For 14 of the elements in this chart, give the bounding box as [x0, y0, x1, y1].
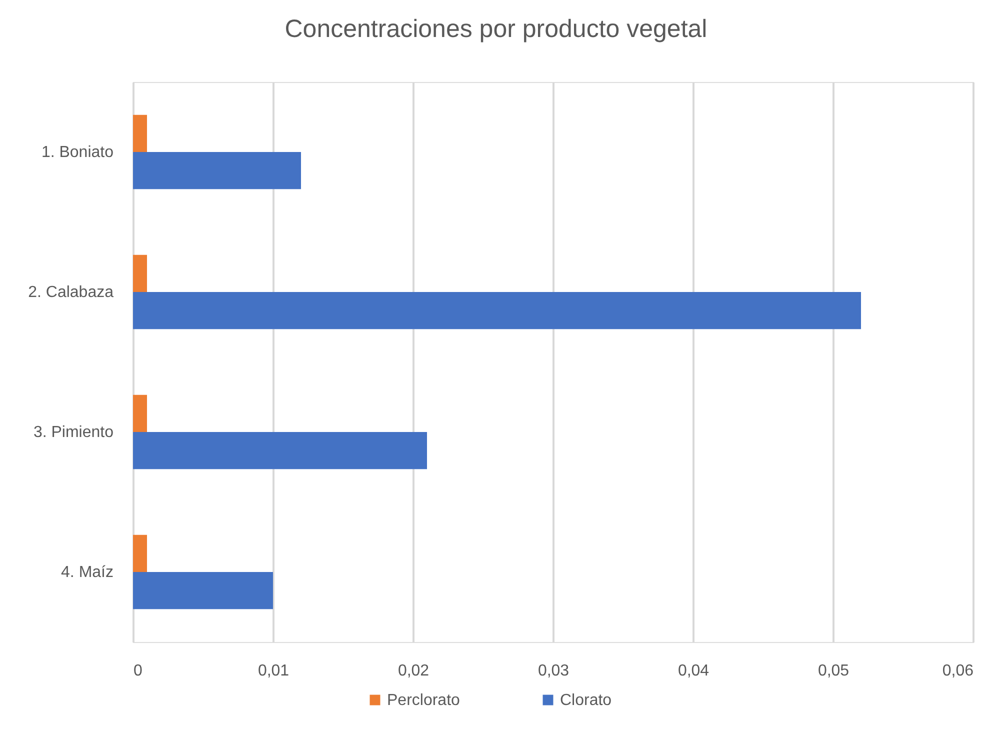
x-tick-label: 0,05 [818, 662, 850, 680]
x-tick-label: 0,02 [398, 662, 430, 680]
x-tick-label: 0,01 [258, 662, 290, 680]
y-tick-label: 3. Pimiento [33, 424, 114, 441]
legend-label: Clorato [560, 692, 612, 709]
x-tick-label: 0,04 [678, 662, 710, 680]
y-tick-label: 4. Maíz [61, 564, 114, 581]
x-tick-label: 0,06 [942, 662, 974, 680]
y-tick-label: 1. Boniato [41, 144, 114, 161]
chart-title: Concentraciones por producto vegetal [284, 15, 708, 43]
x-tick-label: 0 [134, 662, 142, 680]
legend-label: Perclorato [387, 692, 460, 709]
x-tick-label: 0,03 [538, 662, 570, 680]
y-tick-label: 2. Calabaza [28, 284, 114, 301]
